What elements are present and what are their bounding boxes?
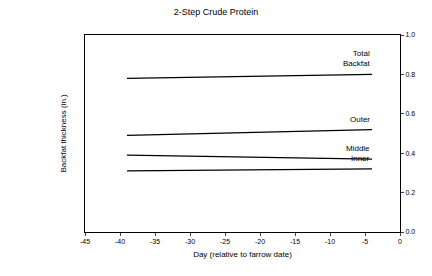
svg-text:Middle: Middle: [346, 144, 370, 153]
svg-text:0.2: 0.2: [405, 189, 415, 196]
svg-text:0.8: 0.8: [405, 71, 415, 78]
svg-text:0.0: 0.0: [405, 228, 415, 235]
svg-text:0.6: 0.6: [405, 110, 415, 117]
svg-text:2-Step Crude Protein: 2-Step Crude Protein: [174, 7, 259, 17]
svg-text:1.0: 1.0: [405, 31, 415, 38]
svg-text:-5: -5: [362, 238, 368, 245]
svg-text:-10: -10: [325, 238, 335, 245]
svg-text:Day (relative to farrow date): Day (relative to farrow date): [193, 250, 292, 259]
svg-text:-15: -15: [290, 238, 300, 245]
svg-text:Outer: Outer: [350, 115, 370, 124]
svg-text:-45: -45: [80, 238, 90, 245]
svg-text:0.4: 0.4: [405, 150, 415, 157]
svg-text:0: 0: [398, 238, 402, 245]
svg-text:-35: -35: [150, 238, 160, 245]
svg-text:-40: -40: [115, 238, 125, 245]
svg-text:-20: -20: [255, 238, 265, 245]
svg-text:-30: -30: [185, 238, 195, 245]
svg-text:Inner: Inner: [351, 154, 370, 163]
svg-text:Backfat thickness (in.): Backfat thickness (in.): [59, 94, 68, 173]
svg-text:TotalBackfat: TotalBackfat: [343, 49, 370, 68]
svg-text:-25: -25: [220, 238, 230, 245]
